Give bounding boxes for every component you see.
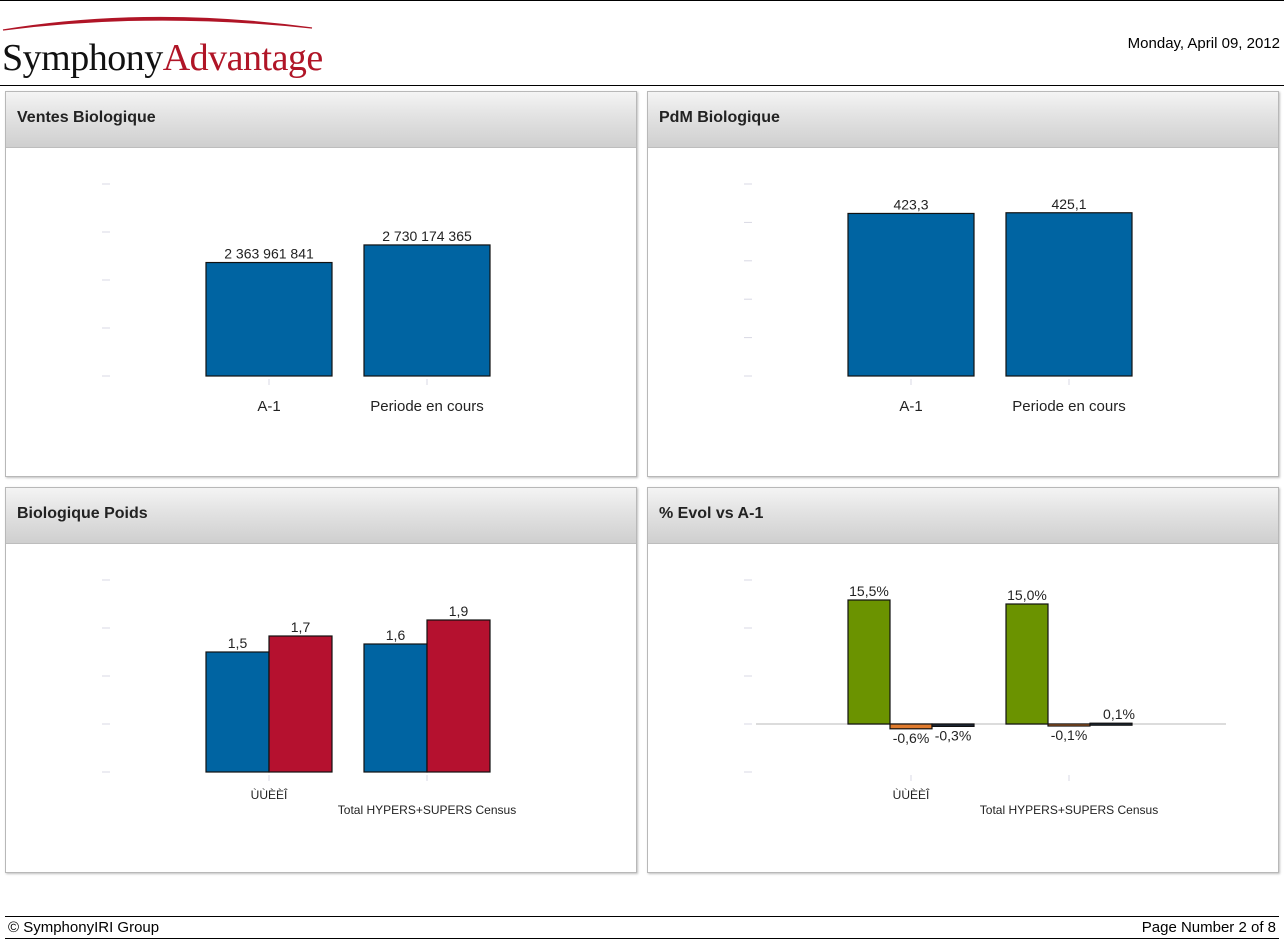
data-label: -0,3% — [935, 727, 972, 743]
panel-evol-vs-a1: % Evol vs A-1 15,5% -0,6% -0,3% ÙÙÈÈÎ 15,0% -… — [647, 487, 1279, 873]
data-label: -0,6% — [893, 730, 930, 746]
bar — [1005, 603, 1049, 725]
category-label: Periode en cours — [370, 398, 483, 415]
top-border — [0, 0, 1284, 1]
category-label: ÙÙÈÈÎ — [893, 787, 930, 802]
panel-title: Biologique Poids — [17, 505, 148, 522]
page-number: Page Number 2 of 8 — [1141, 919, 1276, 936]
logo-wordmark: SymphonyAdvantage — [2, 38, 323, 78]
data-label: 0,1% — [1103, 706, 1135, 722]
panel-header: Ventes Biologique — [6, 92, 636, 148]
panel-ventes-biologique: Ventes Biologique 2 363 961 841 A-1 2 730 … — [5, 91, 637, 477]
data-label: 2 363 961 841 — [224, 246, 314, 262]
bar — [931, 723, 975, 728]
panel-pdm-biologique: PdM Biologique 423,3 A-1 425,1 Periode en c… — [647, 91, 1279, 477]
bar — [847, 599, 891, 725]
header-divider — [0, 85, 1284, 86]
copyright-text: © SymphonyIRI Group — [8, 919, 160, 936]
bar — [205, 261, 333, 377]
logo-word-advantage: Advantage — [162, 37, 324, 79]
bar — [1089, 722, 1133, 726]
bar — [1047, 723, 1091, 727]
panel-title: PdM Biologique — [659, 109, 780, 126]
data-label: -0,1% — [1051, 727, 1088, 743]
panel-header: PdM Biologique — [648, 92, 1278, 148]
category-label: ÙÙÈÈÎ — [251, 787, 288, 802]
chart-pdm-biologique: 423,3 A-1 425,1 Periode en cours — [744, 183, 1133, 415]
panel-header: % Evol vs A-1 — [648, 488, 1278, 544]
category-label: Total HYPERS+SUPERS Census — [980, 803, 1158, 817]
data-label: 1,7 — [291, 619, 311, 635]
bar — [363, 643, 428, 773]
data-label: 1,6 — [386, 627, 406, 643]
chart-evol-vs-a1: 15,5% -0,6% -0,3% ÙÙÈÈÎ 15,0% -0,1% 0,1% Total … — [744, 579, 1226, 817]
footer-divider-top — [5, 916, 1279, 917]
data-label: 15,5% — [849, 583, 889, 599]
data-label: 1,5 — [228, 635, 248, 651]
data-label: 2 730 174 365 — [382, 228, 472, 244]
chart-biologique-poids: 1,5 1,7 ÙÙÈÈÎ 1,6 1,9 Total HYPERS+SUPERS Cen… — [102, 579, 516, 817]
data-label: 15,0% — [1007, 587, 1047, 603]
category-label: A-1 — [899, 398, 922, 415]
bar — [268, 635, 333, 773]
footer-divider-bottom — [5, 938, 1279, 939]
data-label: 425,1 — [1051, 196, 1086, 212]
chart-ventes-biologique: 2 363 961 841 A-1 2 730 174 365 Periode en … — [102, 183, 491, 415]
bar — [889, 723, 933, 730]
category-label: Total HYPERS+SUPERS Census — [338, 803, 516, 817]
symphony-advantage-logo: SymphonyAdvantage — [0, 8, 330, 78]
bar — [363, 244, 491, 377]
panel-title: % Evol vs A-1 — [659, 505, 764, 522]
panel-biologique-poids: Biologique Poids 1,5 1,7 ÙÙÈÈÎ 1,6 1,9 Total … — [5, 487, 637, 873]
panel-header: Biologique Poids — [6, 488, 636, 544]
logo-word-symphony: Symphony — [2, 37, 163, 79]
report-date: Monday, April 09, 2012 — [1127, 35, 1280, 52]
panel-title: Ventes Biologique — [17, 109, 156, 126]
bar — [847, 212, 975, 377]
logo-swoosh — [2, 16, 313, 31]
category-label: Periode en cours — [1012, 398, 1125, 415]
bar — [426, 619, 491, 773]
data-label: 423,3 — [893, 196, 928, 212]
category-label: A-1 — [257, 398, 280, 415]
bar — [205, 651, 270, 773]
data-label: 1,9 — [449, 603, 469, 619]
bar — [1005, 212, 1133, 377]
